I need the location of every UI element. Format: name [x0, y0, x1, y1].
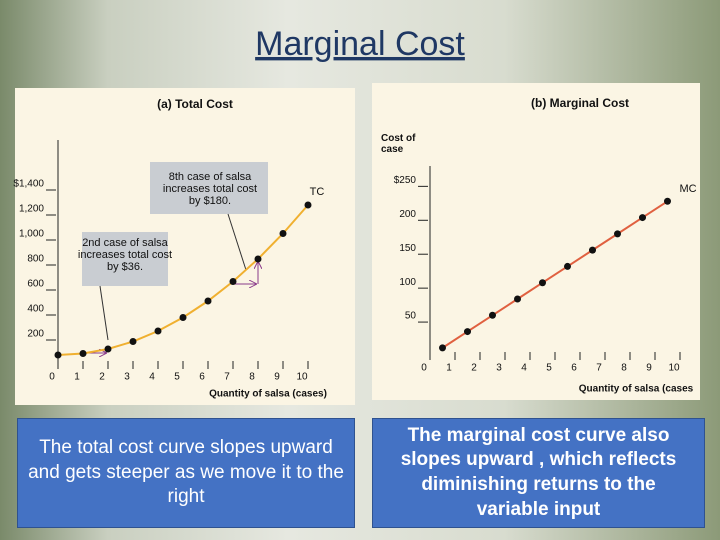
x-tick-label: 8	[249, 372, 255, 383]
x-tick-label: 7	[596, 363, 602, 374]
y-tick-label: $1,400	[13, 179, 44, 190]
x-tick-label: 0	[49, 372, 55, 383]
panel	[15, 88, 355, 405]
x-tick-label: 3	[496, 363, 502, 374]
y-tick-label: 1,000	[19, 229, 44, 240]
y-tick-label: 1,200	[19, 204, 44, 215]
data-point	[179, 314, 187, 321]
x-tick-label: 7	[224, 372, 230, 383]
x-tick-label: 1	[446, 363, 452, 374]
data-point	[79, 350, 87, 357]
x-tick-label: 5	[174, 372, 180, 383]
x-tick-label: 1	[74, 372, 80, 383]
y-tick-label: 400	[27, 304, 44, 315]
data-point	[439, 344, 446, 352]
y-axis-label: Cost of case	[381, 133, 416, 155]
caption: The marginal cost curve also slopes upwa…	[372, 418, 705, 528]
data-point	[614, 230, 621, 238]
data-point	[589, 246, 596, 254]
x-tick-label: 4	[149, 372, 155, 383]
y-tick-label: 200	[399, 209, 416, 220]
x-tick-label: 4	[521, 363, 527, 374]
data-point	[54, 351, 62, 359]
x-tick-label: 2	[471, 363, 477, 374]
series-line	[441, 200, 669, 349]
data-point	[104, 345, 112, 353]
data-point	[129, 338, 137, 345]
x-tick-label: 2	[99, 372, 105, 383]
chart-title: (b) Marginal Cost	[531, 96, 629, 110]
y-tick-label: 100	[399, 277, 416, 288]
x-tick-label: 9	[646, 363, 652, 374]
arrow	[99, 285, 109, 341]
data-point	[254, 255, 262, 263]
slide-title: Marginal Cost	[255, 25, 465, 63]
x-tick-label: 10	[296, 372, 308, 383]
data-point	[279, 230, 287, 237]
x-axis-label: Quantity of salsa (cases)	[209, 389, 327, 400]
x-tick-label: 8	[621, 363, 627, 374]
y-tick-label: 50	[405, 311, 417, 322]
data-point	[489, 311, 496, 319]
x-tick-label: 5	[546, 363, 552, 374]
annotation: 8th case of salsa increases total cost by …	[163, 171, 257, 207]
x-tick-label: 6	[199, 372, 205, 383]
data-point	[664, 197, 671, 205]
annotation-box	[82, 232, 168, 286]
arrow	[227, 213, 247, 271]
y-tick-label: 200	[27, 329, 44, 340]
data-point	[539, 279, 546, 287]
panel	[372, 83, 700, 400]
y-tick-label: 150	[399, 243, 416, 254]
data-point	[639, 214, 646, 222]
data-point	[229, 278, 237, 285]
x-tick-label: 3	[124, 372, 130, 383]
data-point	[464, 328, 471, 336]
caption: The total cost curve slopes upward and g…	[17, 418, 355, 528]
data-point	[514, 295, 521, 303]
y-tick-label: 600	[27, 279, 44, 290]
annotation: 2nd case of salsa increases total cost by …	[78, 237, 172, 273]
x-tick-label: 10	[668, 363, 680, 374]
x-axis-label: Quantity of salsa (cases	[579, 384, 694, 395]
x-tick-label: 9	[274, 372, 280, 383]
data-point	[304, 201, 312, 209]
data-point	[204, 297, 212, 305]
data-point	[564, 262, 571, 270]
annotation-box	[150, 162, 268, 214]
y-tick-label: $250	[394, 175, 417, 186]
x-tick-label: 6	[571, 363, 577, 374]
data-point	[154, 327, 162, 335]
series-label: MC	[679, 183, 696, 195]
y-tick-label: 800	[27, 254, 44, 265]
series-label: TC	[310, 186, 325, 198]
x-tick-label: 0	[421, 363, 427, 374]
chart-title: (a) Total Cost	[157, 97, 233, 111]
